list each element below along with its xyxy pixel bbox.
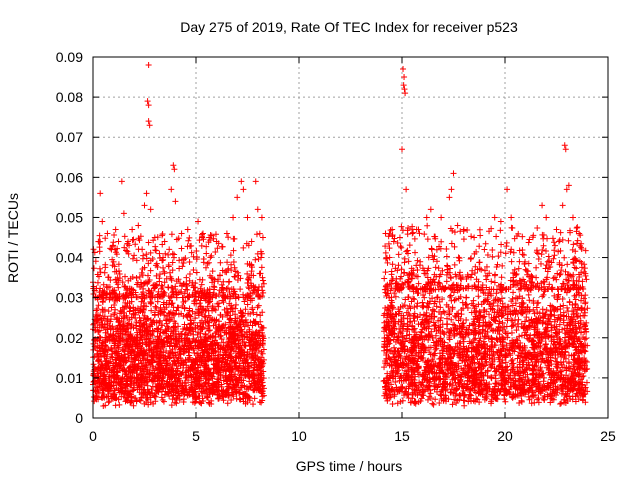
data-point (168, 402, 175, 409)
data-point (128, 358, 135, 365)
data-point (205, 353, 212, 360)
data-point (171, 318, 178, 325)
data-point (257, 312, 264, 319)
data-point (107, 325, 114, 332)
data-point (106, 398, 113, 405)
data-point (220, 397, 227, 404)
data-point (130, 311, 137, 318)
data-point (128, 314, 135, 321)
data-point (194, 322, 201, 329)
data-point (158, 394, 165, 401)
data-point (190, 347, 197, 354)
data-point (244, 301, 251, 308)
data-point (205, 327, 212, 334)
data-point (141, 336, 148, 343)
data-point (108, 304, 115, 311)
data-point (247, 319, 254, 326)
data-point (108, 353, 115, 360)
data-point (105, 308, 112, 315)
data-point (133, 319, 140, 326)
data-point (249, 304, 256, 311)
data-points (90, 62, 591, 409)
data-point (215, 395, 222, 402)
data-point (150, 400, 157, 407)
data-point (121, 341, 128, 348)
data-point (257, 318, 264, 325)
data-point (255, 302, 262, 309)
data-point (120, 318, 127, 325)
data-point (138, 360, 145, 367)
data-point (221, 363, 228, 370)
data-point (145, 345, 152, 352)
data-point (111, 311, 118, 318)
data-point (226, 361, 233, 368)
data-point (163, 348, 170, 355)
data-point (205, 322, 212, 329)
data-point (197, 297, 204, 304)
data-point (200, 352, 207, 359)
data-point (105, 399, 112, 406)
data-point (258, 323, 265, 330)
data-point (199, 395, 206, 402)
data-point (237, 396, 244, 403)
data-point (152, 303, 159, 310)
data-point (215, 303, 222, 310)
data-point (124, 321, 131, 328)
data-point (190, 319, 197, 326)
data-point (150, 317, 157, 324)
data-point (90, 361, 97, 368)
data-point (247, 310, 254, 317)
data-point (203, 307, 210, 314)
data-point (167, 361, 174, 368)
data-point (130, 402, 137, 409)
data-point (143, 333, 150, 340)
data-point (181, 321, 188, 328)
data-point (125, 347, 132, 354)
data-point (150, 348, 157, 355)
data-point (221, 306, 228, 313)
data-point (95, 302, 102, 309)
data-point (259, 309, 266, 316)
data-point (204, 303, 211, 310)
data-point (147, 317, 154, 324)
data-point (109, 348, 116, 355)
data-point (178, 310, 185, 317)
data-point (242, 306, 249, 313)
data-point (206, 327, 213, 334)
